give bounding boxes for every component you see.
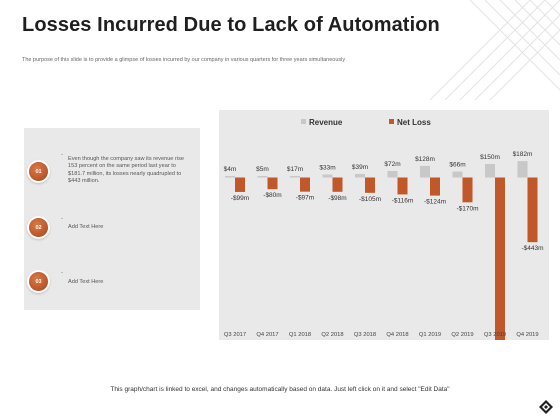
revenue-data-label: $182m — [513, 151, 533, 158]
bullet-dash: - — [61, 216, 63, 222]
net-loss-bar — [300, 177, 310, 192]
revenue-bar — [485, 164, 495, 178]
net-loss-bar — [332, 177, 343, 192]
revenue-data-label: $33m — [319, 165, 335, 172]
net-loss-bar — [430, 177, 440, 196]
revenue-data-label: $72m — [384, 161, 400, 168]
net-loss-bar — [365, 177, 375, 193]
revenue-bar — [225, 176, 235, 178]
net-loss-bar — [462, 177, 473, 203]
legend-swatch-2 — [389, 119, 394, 124]
x-tick-label: Q3 2017 — [224, 332, 246, 338]
revenue-bar — [452, 171, 463, 178]
net-loss-bar — [235, 177, 245, 192]
revenue-bar — [355, 173, 365, 178]
net-loss-bar — [267, 177, 278, 190]
net-loss-data-label: -$124m — [424, 199, 446, 206]
net-loss-data-label: -$98m — [328, 195, 346, 202]
net-loss-data-label: -$80m — [263, 192, 281, 199]
x-tick-label: Q2 2019 — [451, 332, 473, 338]
x-tick-label: Q4 2019 — [516, 332, 538, 338]
revenue-bar — [322, 174, 333, 178]
revenue-data-label: $66m — [449, 162, 465, 169]
notes-panel: 01 - Even though the company saw its rev… — [24, 128, 200, 310]
number-badge-1: 01 — [29, 162, 48, 181]
x-tick-label: Q3 2018 — [354, 332, 376, 338]
revenue-bar — [290, 175, 300, 178]
revenue-data-label: $128m — [415, 156, 435, 163]
net-loss-bar — [495, 177, 505, 340]
revenue-data-label: $5m — [256, 166, 269, 173]
note-text-2: Add Text Here — [68, 224, 104, 230]
net-loss-data-label: -$105m — [359, 196, 381, 203]
revenue-bar — [257, 176, 268, 178]
page-title: Losses Incurred Due to Lack of Automatio… — [22, 14, 440, 36]
revenue-data-label: $17m — [287, 166, 303, 173]
x-tick-label: Q1 2018 — [289, 332, 311, 338]
corner-decoration — [430, 0, 560, 100]
legend-label-2: Net Loss — [397, 118, 431, 127]
revenue-data-label: $150m — [480, 154, 500, 161]
net-loss-data-label: -$170m — [456, 205, 478, 212]
page-subtitle: The purpose of this slide is to provide … — [22, 57, 346, 63]
bullet-dash: - — [61, 270, 63, 276]
footer-note: This graph/chart is linked to excel, and… — [110, 386, 450, 393]
net-loss-data-label: -$97m — [296, 195, 314, 202]
x-tick-label: Q3 2019 — [484, 332, 506, 338]
number-badge-3: 03 — [29, 272, 48, 291]
bullet-dash: - — [61, 152, 63, 158]
revenue-bar — [420, 165, 430, 178]
x-tick-label: Q4 2018 — [386, 332, 408, 338]
revenue-data-label: $4m — [224, 166, 237, 173]
revenue-bar — [517, 161, 528, 178]
net-loss-data-label: -$99m — [231, 195, 249, 202]
legend-label-1: Revenue — [309, 118, 343, 127]
note-text-1: Even though the company saw its revenue … — [68, 156, 184, 184]
net-loss-bar — [527, 177, 538, 243]
legend-swatch-1 — [301, 119, 306, 124]
x-tick-label: Q1 2019 — [419, 332, 441, 338]
revenue-data-label: $39m — [352, 164, 368, 171]
net-loss-data-label: -$116m — [392, 197, 414, 204]
revenue-bar — [387, 171, 398, 178]
revenue-loss-chart: Revenue Net Loss $4m -$99m Q3 2017 $5m -$80m Q4… — [224, 118, 544, 340]
x-tick-label: Q4 2017 — [256, 332, 278, 338]
net-loss-data-label: -$443m — [521, 245, 543, 252]
diamond-logo-icon — [539, 400, 553, 414]
x-tick-label: Q2 2018 — [321, 332, 343, 338]
number-badge-2: 02 — [29, 218, 48, 237]
net-loss-bar — [397, 177, 408, 195]
note-text-3: Add Text Here — [68, 279, 104, 285]
chart-panel: Revenue Net Loss $4m -$99m Q3 2017 $5m -$80m Q4… — [219, 110, 549, 340]
